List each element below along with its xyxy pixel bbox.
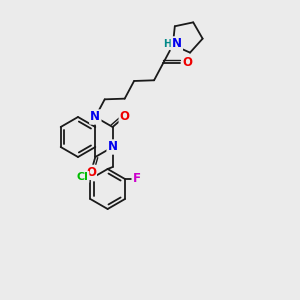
Text: O: O [120, 110, 130, 123]
Text: Cl: Cl [76, 172, 88, 182]
Text: H: H [163, 39, 171, 49]
Text: N: N [108, 140, 118, 154]
Text: O: O [182, 56, 193, 69]
Text: F: F [133, 172, 141, 185]
Text: O: O [86, 166, 96, 179]
Text: N: N [172, 38, 182, 50]
Text: N: N [90, 110, 100, 124]
